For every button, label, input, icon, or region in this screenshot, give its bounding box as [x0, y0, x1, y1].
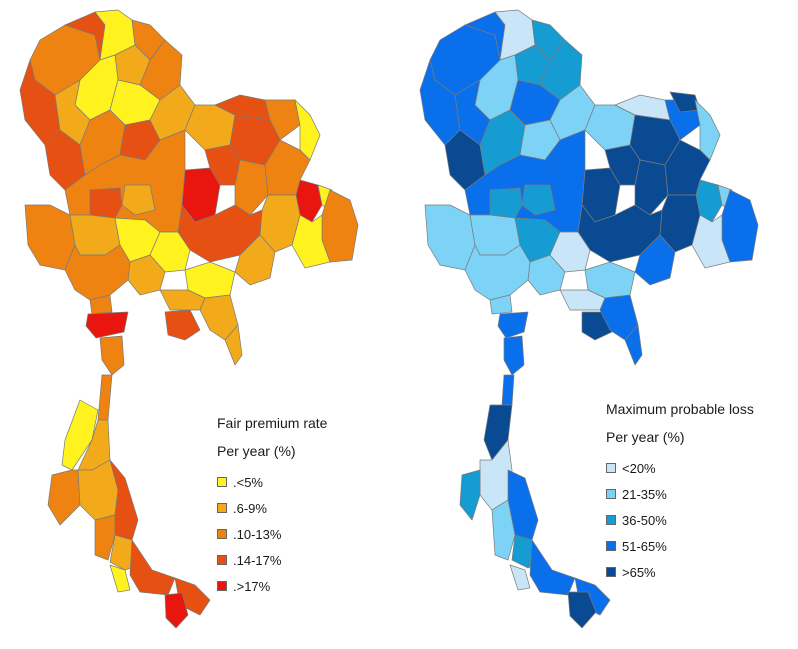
thailand-choropleth-premium: [19, 9, 359, 629]
legend-label: 21-35%: [622, 486, 667, 502]
legend-subtitle: Per year (%): [606, 429, 685, 445]
legend-swatch: [217, 477, 227, 487]
province-region: [89, 187, 123, 219]
legend-label: >65%: [622, 564, 656, 580]
province-region: [224, 324, 243, 366]
legend-item: 21-35%: [606, 481, 754, 507]
legend-item: .6-9%: [217, 495, 327, 521]
province-region: [184, 104, 236, 151]
province-region: [24, 204, 76, 271]
province-region: [584, 104, 636, 151]
province-region: [85, 311, 129, 339]
province-region: [497, 311, 529, 339]
province-region: [291, 214, 331, 269]
legend-label: .6-9%: [233, 500, 267, 516]
legend-swatch: [217, 555, 227, 565]
legend-item: >65%: [606, 559, 754, 585]
province-region: [464, 244, 531, 301]
maximum-probable-loss-map: Maximum probable loss Per year (%) <20% …: [400, 0, 798, 649]
province-region: [129, 538, 176, 596]
province-region: [94, 514, 116, 561]
legend-label: 51-65%: [622, 538, 667, 554]
legend-swatch: [217, 503, 227, 513]
legend-swatch: [217, 529, 227, 539]
province-region: [321, 189, 359, 263]
legend-swatch: [606, 463, 616, 473]
legend-label: .>17%: [233, 578, 271, 594]
thailand-choropleth-loss: [419, 9, 759, 629]
province-region: [109, 564, 131, 593]
province-region: [164, 309, 201, 341]
province-region: [69, 214, 121, 256]
province-region: [567, 591, 597, 629]
province-region: [691, 214, 731, 269]
province-region: [89, 294, 113, 315]
province-region: [624, 324, 643, 366]
province-region: [489, 294, 513, 315]
legend-swatch: [606, 515, 616, 525]
province-region: [489, 187, 523, 219]
legend-item: <20%: [606, 455, 754, 481]
legend-item: .>17%: [217, 573, 327, 599]
legend-item: .<5%: [217, 469, 327, 495]
legend-title: Fair premium rate: [217, 415, 328, 431]
province-region: [121, 184, 156, 216]
province-region: [47, 469, 81, 526]
province-region: [491, 499, 516, 561]
legend-label: .14-17%: [233, 552, 282, 568]
legend-title: Maximum probable loss: [606, 401, 754, 417]
province-region: [99, 335, 125, 376]
legend-item: 36-50%: [606, 507, 754, 533]
legend-item: 51-65%: [606, 533, 754, 559]
legend-item: .10-13%: [217, 521, 327, 547]
legend-subtitle: Per year (%): [217, 443, 296, 459]
legend-swatch: [217, 581, 227, 591]
probable-loss-legend: Maximum probable loss Per year (%) <20% …: [606, 399, 754, 585]
province-region: [97, 374, 113, 421]
province-region: [164, 592, 189, 629]
legend-item: .14-17%: [217, 547, 327, 573]
province-region: [64, 244, 131, 301]
premium-rate-legend: Fair premium rate Per year (%) .<5% .6-9…: [217, 413, 327, 599]
province-region: [529, 538, 576, 596]
province-region: [501, 374, 515, 406]
legend-label: <20%: [622, 460, 656, 476]
province-region: [459, 469, 481, 521]
province-region: [509, 564, 531, 591]
province-region: [503, 335, 525, 376]
province-region: [424, 204, 476, 271]
province-region: [521, 184, 556, 216]
province-region: [469, 214, 521, 256]
province-region: [264, 99, 301, 141]
legend-swatch: [606, 489, 616, 499]
legend-swatch: [606, 541, 616, 551]
legend-label: .<5%: [233, 474, 263, 490]
legend-swatch: [606, 567, 616, 577]
fair-premium-rate-map: Fair premium rate Per year (%) .<5% .6-9…: [19, 9, 359, 629]
province-region: [721, 189, 759, 263]
legend-label: .10-13%: [233, 526, 282, 542]
legend-label: 36-50%: [622, 512, 667, 528]
